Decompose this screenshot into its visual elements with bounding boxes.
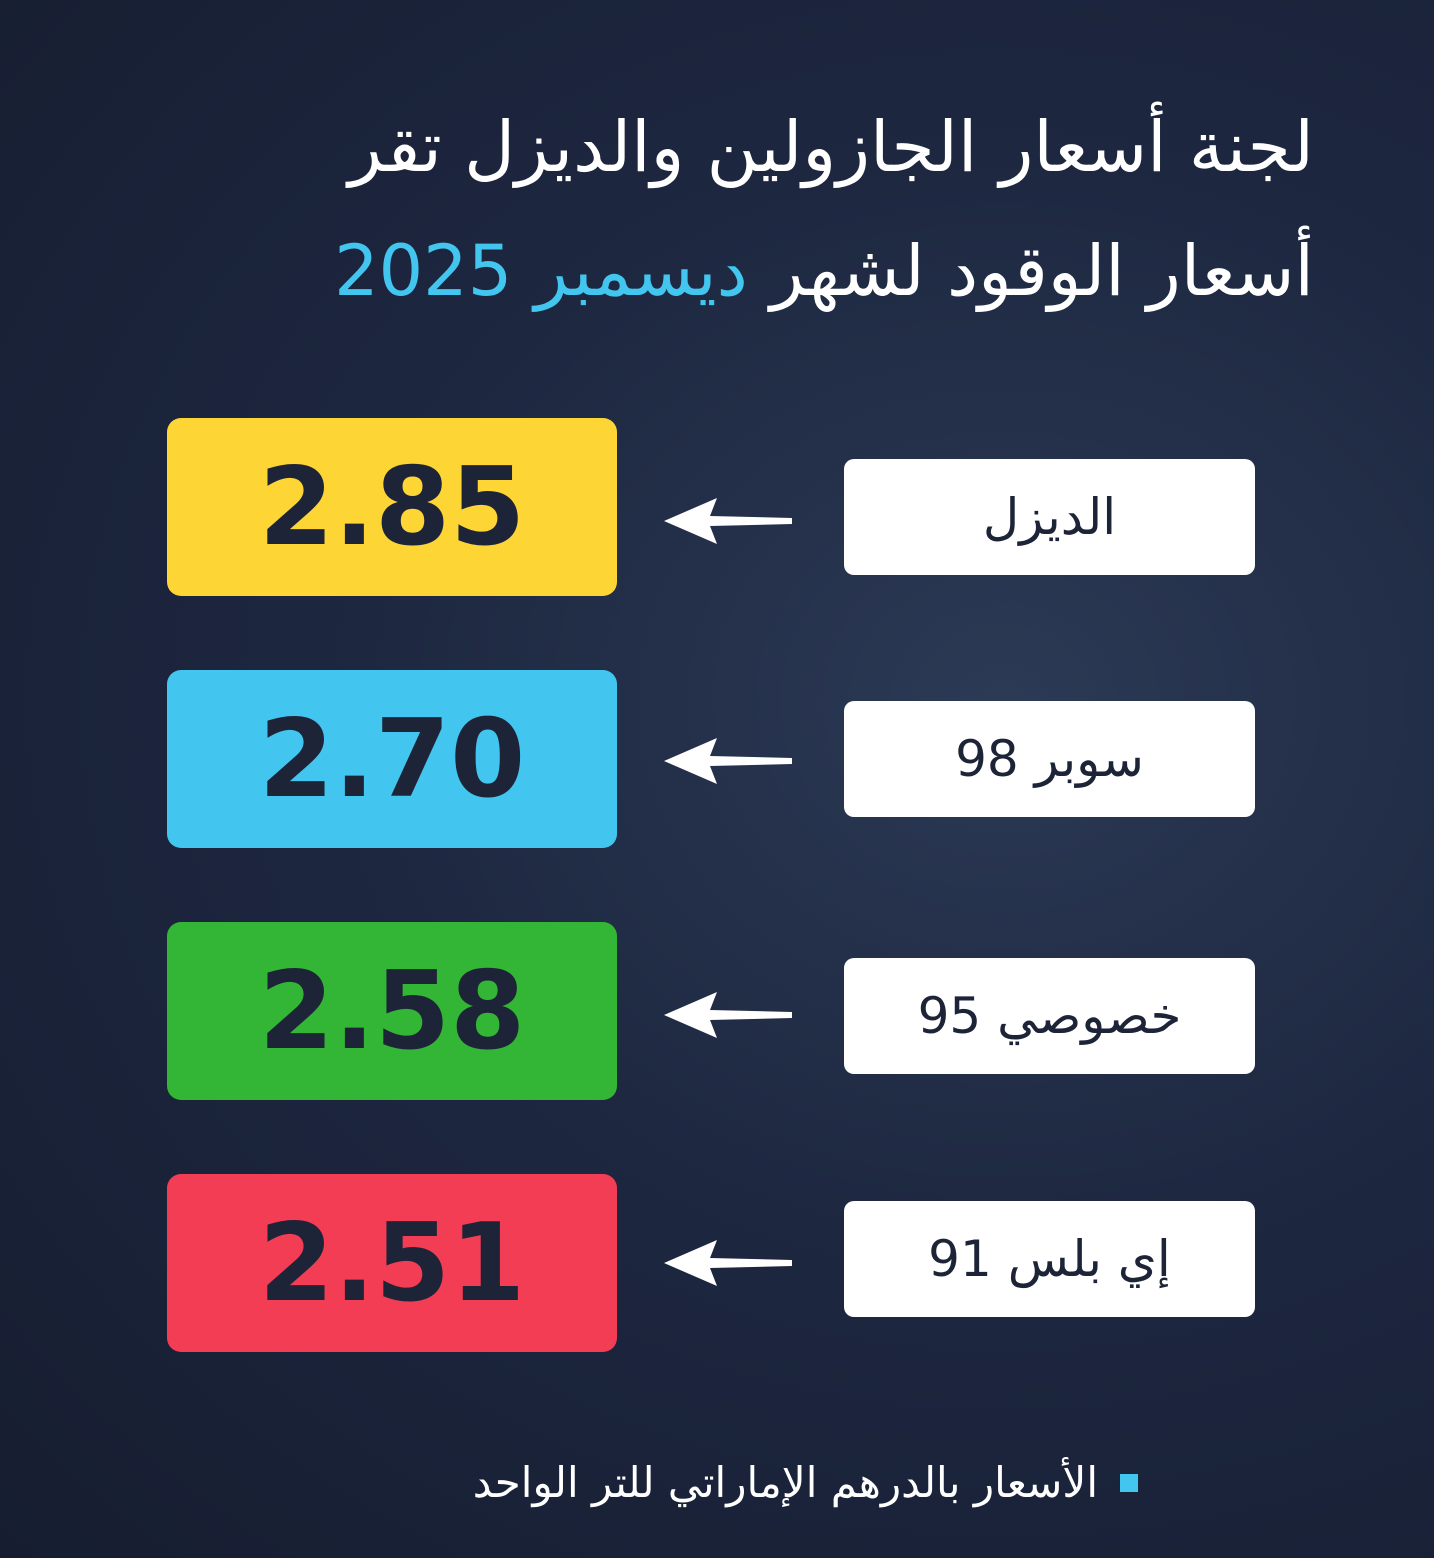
price-box-eplus-91: 2.51 xyxy=(167,1174,617,1352)
arrow-left-icon xyxy=(664,498,792,544)
price-box-special-95: 2.58 xyxy=(167,922,617,1100)
footnote: الأسعار بالدرهم الإماراتي للتر الواحد xyxy=(473,1458,1138,1507)
title-month-highlight: ديسمبر 2025 xyxy=(334,230,748,312)
footnote-text: الأسعار بالدرهم الإماراتي للتر الواحد xyxy=(472,1458,1098,1507)
bullet-square-icon xyxy=(1120,1473,1138,1492)
arrow-left-icon xyxy=(664,992,792,1038)
price-box-diesel: 2.85 xyxy=(167,418,617,596)
label-special-95: خصوصي 95 xyxy=(844,958,1255,1074)
label-diesel: الديزل xyxy=(844,459,1255,575)
title-line-2: أسعار الوقود لشهر ديسمبر 2025 xyxy=(100,236,1314,306)
label-super-98: سوبر 98 xyxy=(844,701,1255,817)
arrow-left-icon xyxy=(664,1240,792,1286)
title-line-2-text: أسعار الوقود لشهر xyxy=(770,230,1314,312)
arrow-left-icon xyxy=(664,738,792,784)
price-box-super-98: 2.70 xyxy=(167,670,617,848)
title-line-1: لجنة أسعار الجازولين والديزل تقر xyxy=(348,106,1314,188)
label-eplus-91: إي بلس 91 xyxy=(844,1201,1255,1317)
